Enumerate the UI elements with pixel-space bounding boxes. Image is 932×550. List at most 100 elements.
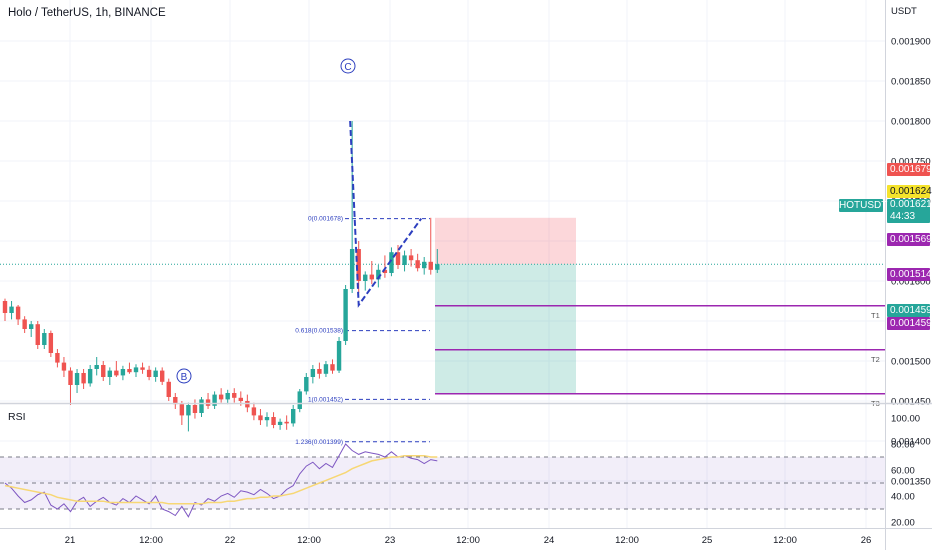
candle-body	[87, 369, 93, 384]
candle-body	[363, 274, 368, 281]
candle-body	[74, 373, 80, 385]
candle-body	[42, 333, 47, 345]
candle-body	[349, 249, 355, 289]
x-tick-label: 24	[544, 535, 555, 546]
candle-body	[323, 364, 329, 374]
candle-body	[22, 319, 27, 329]
y-tick-label: 0.001750	[891, 157, 931, 168]
candle-body	[402, 255, 407, 265]
chart-drawings: CB	[176, 58, 423, 384]
candle-body	[336, 341, 342, 371]
target-label: T2	[871, 355, 880, 364]
candle-body	[48, 333, 54, 353]
candle-body	[15, 306, 21, 320]
y-tick-label: 0.001600	[891, 277, 931, 288]
y-tick-label: 0.001400	[891, 437, 931, 448]
candle-body	[382, 269, 388, 273]
candle-body	[205, 399, 211, 406]
candle-body	[179, 404, 185, 416]
wave-letter: B	[181, 372, 188, 383]
chart-title: Holo / TetherUS, 1h, BINANCE	[8, 7, 166, 19]
fib-label: 1(0.001452)	[308, 396, 343, 403]
candle-body	[395, 252, 401, 265]
candle-body	[264, 417, 270, 421]
target-zone	[435, 264, 576, 394]
candle-body	[146, 369, 152, 377]
wave-label-c: C	[340, 58, 356, 74]
candle-body	[389, 252, 394, 273]
x-tick-label: 22	[225, 535, 236, 546]
candle-body	[376, 269, 381, 280]
candle-body	[153, 370, 158, 377]
candle-body	[330, 364, 335, 371]
fibonacci-levels: 0(0.001678) 0.618(0.001538) 1(0.001452) 1.2…	[295, 216, 430, 446]
rsi-tick-label: 60.00	[891, 466, 915, 477]
x-tick-label: 25	[702, 535, 713, 546]
candle-body	[81, 373, 86, 384]
x-tick-label: 21	[65, 535, 76, 546]
candle-body	[186, 405, 191, 416]
candle-body	[408, 255, 414, 261]
y-tick-label: 0.001900	[891, 37, 931, 48]
candle-body	[107, 370, 112, 377]
candle-body	[317, 369, 322, 374]
candle-body	[415, 260, 420, 269]
price-tag-current: 0.001621 44:33	[887, 199, 932, 223]
candle-body	[271, 417, 276, 425]
target-label: T1	[871, 311, 880, 320]
rsi-indicator	[0, 443, 885, 518]
rsi-tick-label: 40.00	[891, 492, 915, 503]
candle-body	[238, 397, 243, 401]
y-tick-label: 0.001350	[891, 477, 931, 488]
price-tag-stop: 0.001679	[887, 163, 932, 176]
x-tick-label: 23	[385, 535, 396, 546]
candle-body	[127, 369, 132, 373]
candle-body	[133, 367, 139, 373]
x-tick-label: 12:00	[773, 535, 797, 546]
currency-label: USDT	[891, 6, 917, 17]
rsi-tick-label: 80.00	[891, 440, 915, 451]
candle-body	[199, 399, 204, 413]
x-tick-label: 26	[861, 535, 872, 546]
countdown: 44:33	[890, 211, 916, 222]
current-price: 0.001621	[890, 199, 932, 210]
rsi-tick-label: 20.00	[891, 518, 915, 529]
candle-body	[369, 274, 374, 280]
x-tick-label: 12:00	[456, 535, 480, 546]
candle-body	[297, 391, 302, 409]
x-tick-label: 12:00	[139, 535, 163, 546]
candle-body	[173, 397, 178, 405]
wave-label-b: B	[176, 368, 192, 384]
price-tag-t3a: 0.001459	[887, 304, 932, 317]
fib-label: 0.618(0.001538)	[295, 328, 343, 335]
candle-body	[304, 377, 309, 392]
candle-body	[225, 393, 230, 400]
rsi-ma-line	[4, 454, 438, 505]
y-tick-label: 0.001500	[891, 357, 931, 368]
candle-body	[61, 362, 67, 371]
candle-body	[291, 409, 296, 424]
candle-body	[428, 261, 433, 270]
rsi-label: RSI	[8, 411, 26, 423]
x-tick-label: 12:00	[297, 535, 321, 546]
wave-circle	[176, 368, 192, 384]
candle-body	[101, 365, 106, 377]
candle-body	[232, 393, 237, 398]
price-tag-t3b: 0.001459	[887, 317, 932, 330]
candle-body	[35, 324, 40, 345]
y-tick-label: 0.001450	[891, 397, 931, 408]
price-tag-t2: 0.001514	[887, 268, 932, 281]
candle-body	[68, 370, 73, 385]
candle-body	[212, 394, 217, 406]
candlesticks	[2, 121, 440, 432]
candle-body	[29, 324, 34, 329]
candle-body	[2, 301, 8, 313]
candle-body	[343, 289, 348, 341]
candle-body	[140, 367, 145, 370]
candle-body	[192, 405, 198, 413]
fib-label: 1.236(0.001399)	[295, 439, 343, 446]
candle-body	[251, 407, 257, 416]
y-tick-label: 0.001800	[891, 117, 931, 128]
